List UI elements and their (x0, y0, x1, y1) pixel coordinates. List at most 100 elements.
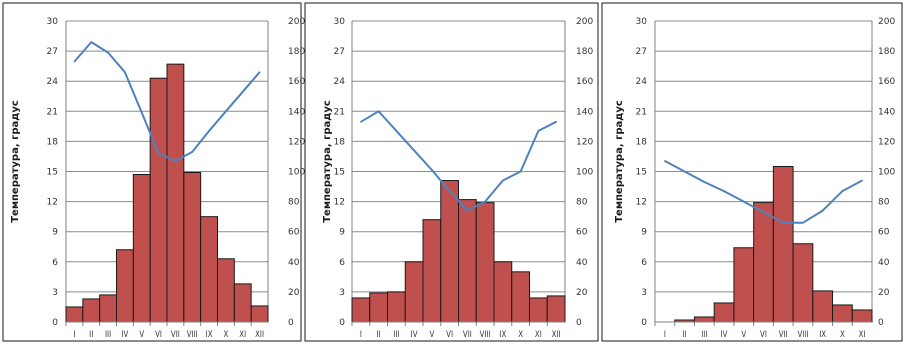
x-tick-label: VII (779, 329, 788, 339)
line-point (431, 169, 433, 171)
y-tick-label-left: 24 (636, 77, 648, 87)
x-tick-label: VIII (187, 329, 198, 339)
line-point (225, 110, 227, 113)
y-axis-title: Температура, градус (322, 100, 333, 223)
y-tick-label-left: 27 (47, 47, 58, 57)
y-tick-label-left: 21 (334, 107, 345, 117)
line-point (73, 60, 76, 63)
y-tick-label-left: 3 (641, 288, 647, 298)
line-point (395, 130, 398, 132)
y-tick-label-right: 180 (878, 47, 895, 57)
y-tick-label-right: 160 (288, 77, 305, 87)
bar-III (693, 316, 715, 323)
x-tick-label: IX (499, 329, 506, 339)
bar-VII (458, 199, 477, 323)
bar-V (733, 247, 755, 323)
y-tick-label-left: 12 (636, 198, 647, 208)
x-tick-label: I (73, 329, 75, 339)
y-tick-label-left: 3 (52, 288, 58, 298)
y-tick-label-left: 15 (334, 168, 345, 178)
bar-X (832, 304, 853, 323)
line-point (360, 121, 362, 123)
y-tick-label-left: 30 (334, 17, 346, 27)
line-point (861, 179, 863, 182)
bar-II (369, 292, 388, 323)
y-tick-label-right: 0 (878, 318, 884, 328)
line-point (519, 170, 522, 173)
line-point (703, 181, 706, 183)
y-tick-label-right: 60 (878, 228, 890, 238)
x-tick-label: XI (859, 329, 866, 339)
x-tick-label: V (139, 329, 144, 339)
y-tick-label-right: 40 (288, 258, 300, 268)
y-axis-title: Температура, градус (10, 100, 21, 223)
bar-IX (812, 290, 834, 323)
x-tick-label: IV (121, 329, 128, 339)
bar-XI (233, 283, 252, 323)
line-point (683, 170, 686, 173)
bar-V (132, 174, 151, 323)
y-tick-label-right: 140 (878, 107, 895, 117)
y-tick-label-left: 6 (339, 258, 345, 268)
y-tick-label-left: 9 (52, 228, 58, 238)
x-tick-label: VI (446, 329, 453, 339)
bar-X (217, 258, 235, 323)
y-tick-label-right: 80 (288, 198, 300, 208)
bar-XI (529, 297, 548, 323)
y-tick-label-right: 100 (576, 168, 593, 178)
x-tick-label: VI (155, 329, 162, 339)
line-point (723, 190, 725, 192)
bar-IX (200, 216, 219, 323)
x-tick-label: X (840, 329, 845, 339)
x-tick-label: V (429, 329, 434, 339)
bar-I (65, 306, 84, 323)
y-tick-label-left: 12 (334, 198, 345, 208)
y-tick-label-left: 27 (334, 47, 345, 57)
x-tick-label: VIII (480, 329, 491, 339)
x-tick-label: III (701, 329, 707, 339)
bar-IX (493, 261, 513, 323)
bar-VIII (183, 172, 202, 323)
y-tick-label-left: 30 (47, 17, 59, 27)
x-tick-label: XI (239, 329, 246, 339)
y-tick-label-right: 120 (576, 137, 593, 147)
x-tick-label: X (224, 329, 229, 339)
y-tick-label-right: 140 (576, 107, 593, 117)
x-tick-label: IX (206, 329, 213, 339)
y-tick-label-right: 200 (288, 17, 305, 27)
line-point (762, 211, 765, 213)
y-tick-label-left: 18 (334, 137, 346, 147)
y-tick-label-right: 120 (878, 137, 895, 147)
line-point (241, 90, 244, 93)
line-point (377, 110, 380, 113)
y-tick-label-right: 180 (576, 47, 593, 57)
x-tick-label: IV (721, 329, 728, 339)
bar-VIII (792, 243, 814, 323)
y-tick-label-left: 9 (641, 228, 647, 238)
line-point (802, 221, 804, 224)
line-point (537, 130, 540, 132)
y-tick-label-left: 18 (636, 137, 648, 147)
y-tick-label-left: 3 (339, 288, 345, 298)
x-tick-label: V (741, 329, 746, 339)
line-point (484, 200, 486, 203)
y-tick-label-right: 180 (288, 47, 305, 57)
x-tick-label: XI (535, 329, 542, 339)
line-series (73, 41, 261, 162)
bar-IV (116, 249, 134, 323)
y-tick-label-right: 20 (576, 288, 588, 298)
x-tick-label: II (683, 329, 687, 339)
bar-V (422, 219, 442, 323)
line-point (841, 190, 844, 192)
x-tick-label: XII (552, 329, 561, 339)
line-point (448, 190, 451, 192)
line-point (124, 71, 126, 73)
bar-VI (753, 202, 774, 323)
line-point (258, 71, 261, 73)
y-tick-label-left: 27 (636, 47, 647, 57)
y-tick-label-left: 24 (334, 77, 346, 87)
y-tick-label-left: 0 (52, 318, 58, 328)
y-tick-label-left: 6 (641, 258, 647, 268)
y-tick-label-left: 21 (47, 107, 58, 117)
bar-VIII (475, 202, 495, 323)
